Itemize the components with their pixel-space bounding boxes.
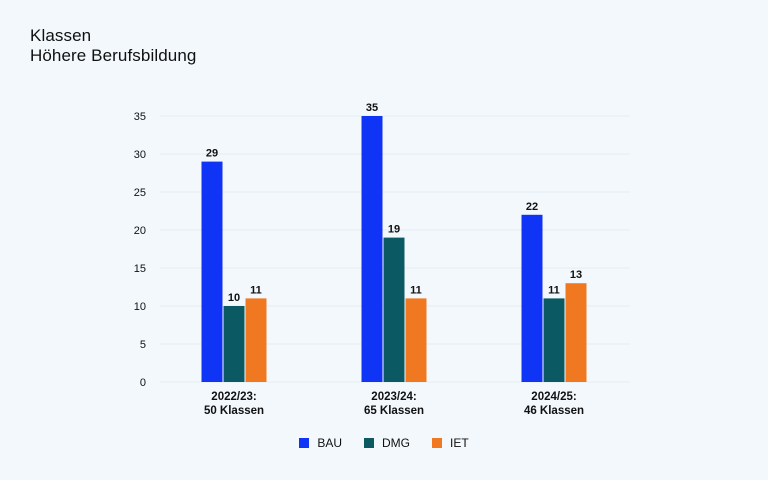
legend-item-bau: BAU bbox=[299, 436, 342, 450]
data-label: 35 bbox=[366, 102, 378, 114]
bar-iet bbox=[245, 298, 267, 382]
bar-dmg bbox=[223, 306, 245, 382]
data-label: 11 bbox=[250, 284, 262, 296]
y-tick-label: 0 bbox=[140, 377, 146, 389]
y-tick-label: 35 bbox=[134, 111, 146, 123]
bar-dmg bbox=[543, 298, 565, 382]
x-tick-label: 65 Klassen bbox=[364, 405, 424, 417]
title-line-1: Klassen bbox=[30, 26, 92, 45]
y-tick-label: 25 bbox=[134, 187, 146, 199]
title-line-2: Höhere Berufsbildung bbox=[30, 46, 197, 65]
x-tick-label: 2023/24: bbox=[371, 391, 416, 403]
data-label: 19 bbox=[388, 224, 400, 236]
bar-iet bbox=[405, 298, 427, 382]
data-label: 22 bbox=[526, 201, 538, 213]
legend-label: BAU bbox=[317, 436, 342, 450]
y-tick-label: 5 bbox=[140, 339, 146, 351]
chart-title: Klassen Höhere Berufsbildung bbox=[30, 26, 196, 66]
legend-item-iet: IET bbox=[432, 436, 469, 450]
bar-dmg bbox=[383, 237, 405, 382]
legend-item-dmg: DMG bbox=[364, 436, 410, 450]
x-tick-label: 2024/25: bbox=[531, 391, 576, 403]
data-label: 11 bbox=[548, 284, 560, 296]
legend-swatch bbox=[299, 438, 310, 448]
data-label: 29 bbox=[206, 148, 218, 160]
data-label: 10 bbox=[228, 292, 240, 304]
legend: BAU DMG IET bbox=[0, 436, 768, 450]
y-tick-label: 20 bbox=[134, 225, 146, 237]
y-tick-label: 30 bbox=[134, 149, 146, 161]
legend-label: DMG bbox=[382, 436, 410, 450]
x-tick-label: 50 Klassen bbox=[204, 405, 264, 417]
legend-swatch bbox=[364, 438, 374, 448]
y-tick-label: 10 bbox=[134, 301, 146, 313]
bar-bau bbox=[361, 116, 383, 382]
data-label: 11 bbox=[410, 284, 422, 296]
data-label: 13 bbox=[570, 269, 582, 281]
bar-bau bbox=[521, 214, 543, 382]
x-tick-label: 46 Klassen bbox=[524, 405, 584, 417]
bar-bau bbox=[201, 161, 223, 382]
bar-iet bbox=[565, 283, 587, 382]
y-tick-label: 15 bbox=[134, 263, 146, 275]
legend-swatch bbox=[432, 438, 442, 448]
x-tick-label: 2022/23: bbox=[211, 391, 256, 403]
legend-label: IET bbox=[450, 436, 469, 450]
